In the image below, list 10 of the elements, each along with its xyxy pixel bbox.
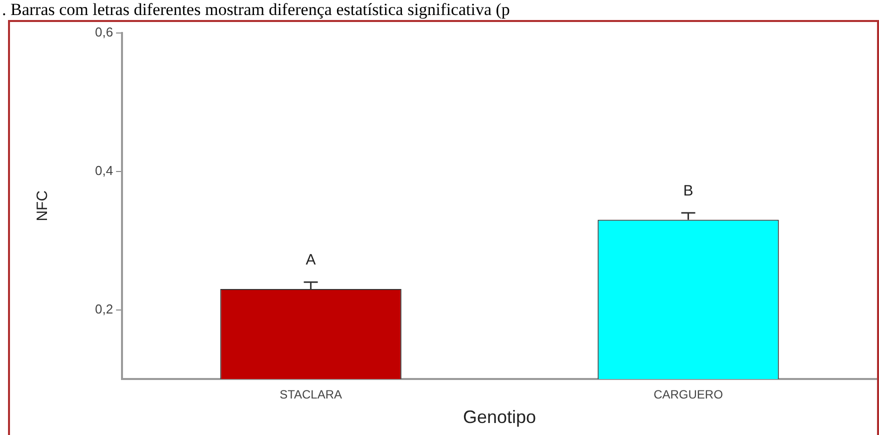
text: . Barras com letras diferentes mostram diferença estatística significativa (p [1,0,511,19]
y-tick-label: 0,4 [94,162,114,178]
x-tick-label: STACLARA [280,388,342,402]
y-tick-label: 0,2 [94,301,114,316]
y-axis-title: NFC [34,190,52,222]
annotation: A [306,252,316,269]
y-tick-label: 0,6 [94,24,114,40]
annotation: B [683,182,694,200]
x-axis-title: Genotipo [463,407,536,428]
x-tick-label: CARGUERO [654,388,723,402]
